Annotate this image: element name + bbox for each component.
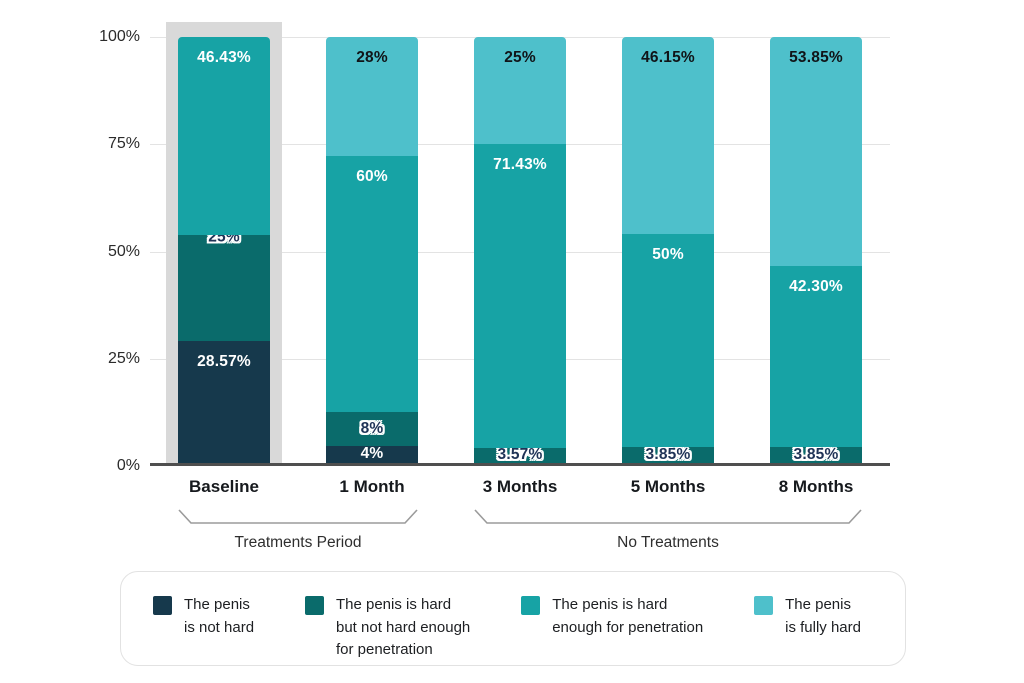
bar-segment: 46.43% [178,37,270,235]
bar-segment: 8% [326,411,418,446]
bar-segment: 53.85% [770,37,862,267]
y-axis-tick-label: 0% [116,457,140,474]
group-bracket [474,508,862,526]
segment-value-label: 42.30% [789,278,843,296]
bracket-shape [474,509,862,524]
bar-segment: 46.15% [622,37,714,234]
bracket-shape [178,509,418,524]
group-label: Treatments Period [234,534,362,551]
y-axis-tick-label: 100% [99,28,140,45]
bar-segment: 71.43% [474,143,566,448]
legend-item: The penis is hard but not hard enough for … [304,594,471,662]
bar-segment: 42.30% [770,266,862,447]
x-axis-label: Baseline [189,477,259,496]
bar-segment: 3.85% [622,446,714,463]
x-axis-label: 3 Months [482,477,558,496]
bar-segment: 28.57% [178,341,270,463]
bar-1-month: 4% 8% 60% 28% [326,37,418,463]
bar-5-months: 3.85% 50% 46.15% [622,37,714,463]
bar-segment: 4% [326,445,418,463]
segment-value-label: 60% [356,168,388,186]
bar-segment: 28% [326,37,418,157]
bar-column-5-months: 3.85% 50% 46.15% [594,37,742,463]
segment-value-label: 3.85% [645,445,691,463]
group-bracket [178,508,418,526]
segment-value-label: 46.15% [641,49,695,67]
legend-item: The penis is not hard [153,594,254,639]
legend-label: The penis is fully hard [785,596,861,636]
legend-item: The penis is fully hard [754,594,861,639]
y-axis-tick-label: 50% [107,242,140,260]
bar-segment: 25% [178,228,270,342]
bar-baseline: 28.57% 25% 46.43% [178,37,270,463]
bar-segment: 3.57% [474,446,566,463]
segment-value-label: 28.57% [197,353,251,371]
bar-column-1-month: 4% 8% 60% 28% [298,37,446,463]
bar-segment: 50% [622,233,714,447]
bar-column-baseline: 28.57% 25% 46.43% [150,22,298,463]
x-axis-label: 1 Month [339,477,405,496]
segment-value-label: 28% [356,49,388,67]
legend-swatch [521,596,541,615]
legend: The penis is not hard The penis is hard but… [120,571,906,666]
segment-value-label: 3.85% [793,445,839,463]
legend-swatch [153,596,172,615]
bar-segment: 3.85% [770,446,862,463]
x-axis-label: 5 Months [630,477,706,496]
legend-label: The penis is hard but not hard enough for … [335,596,471,658]
bar-column-3-months: 3.57% 71.43% 25% [446,37,594,463]
y-axis-tick-label: 25% [107,349,140,367]
bar-segment: 60% [326,156,418,412]
segment-value-label: 4% [360,445,384,463]
segment-value-label: 3.57% [497,446,543,464]
bar-segment: 25% [474,37,566,144]
legend-label: The penis is hard enough for penetration [552,596,704,636]
bar-3-months: 3.57% 71.43% 25% [474,37,566,463]
legend-swatch [754,596,774,615]
y-axis-tick-label: 75% [107,135,140,153]
plot-area: 28.57% 25% 46.43% 4% 8% 60% 28% 3.57% 71.43% 25% 3… [150,22,890,466]
bar-8-months: 3.85% 42.30% 53.85% [770,37,862,463]
legend-swatch [304,596,324,615]
segment-value-label: 25% [504,49,536,67]
group-label: No Treatments [617,534,719,551]
legend-item: The penis is hard enough for penetration [521,594,703,639]
segment-value-label: 8% [360,419,384,437]
segment-value-label: 46.43% [197,49,251,67]
segment-value-label: 71.43% [493,155,547,173]
segment-value-label: 53.85% [789,49,843,67]
bar-column-8-months: 3.85% 42.30% 53.85% [742,37,890,463]
x-axis-label: 8 Months [778,477,854,496]
legend-label: The penis is not hard [184,596,255,636]
segment-value-label: 50% [652,245,684,263]
